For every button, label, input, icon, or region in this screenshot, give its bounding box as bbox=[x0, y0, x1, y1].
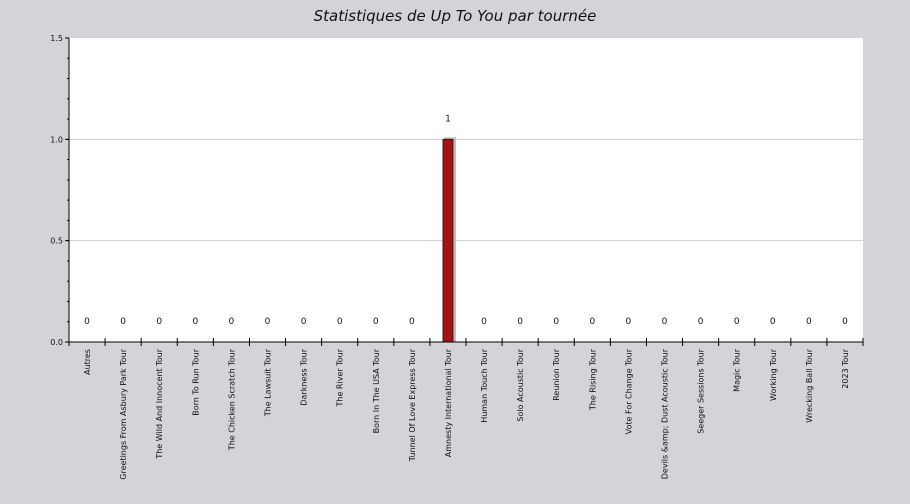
value-label: 0 bbox=[770, 317, 776, 327]
x-tick-label: Solo Acoustic Tour bbox=[516, 348, 525, 421]
value-label: 0 bbox=[229, 317, 235, 327]
value-labels: 0 0 0 0 0 0 0 0 0 0 1 0 0 0 0 0 0 0 0 0 0 0 bbox=[84, 114, 848, 327]
value-label: 0 bbox=[553, 317, 559, 327]
x-tick-label: The Chicken Scratch Tour bbox=[227, 348, 236, 451]
value-label: 0 bbox=[517, 317, 523, 327]
value-label: 0 bbox=[481, 317, 487, 327]
x-tick-label: Seeger Sessions Tour bbox=[697, 348, 706, 433]
y-tick-label: 0.0 bbox=[50, 338, 63, 347]
x-tick-label: The Wild And Innocent Tour bbox=[155, 348, 164, 459]
value-label: 0 bbox=[265, 317, 271, 327]
x-tick-label: Darkness Tour bbox=[300, 348, 309, 405]
x-tick-label: Magic Tour bbox=[733, 348, 742, 392]
x-tick-label: The River Tour bbox=[336, 348, 345, 407]
value-label: 0 bbox=[192, 317, 198, 327]
x-tick-label: Working Tour bbox=[769, 348, 778, 401]
chart-title: Statistiques de Up To You par tournée bbox=[314, 7, 597, 25]
bar bbox=[442, 138, 454, 343]
x-tick-label: Born To Run Tour bbox=[191, 348, 200, 415]
value-label: 0 bbox=[409, 317, 415, 327]
value-label: 0 bbox=[698, 317, 704, 327]
value-label: 0 bbox=[120, 317, 126, 327]
value-label: 0 bbox=[301, 317, 307, 327]
x-tick-label: Vote For Change Tour bbox=[624, 348, 633, 434]
x-tick-labels: Autres Greetings From Asbury Park Tour The… bbox=[83, 348, 850, 479]
value-label: 0 bbox=[84, 317, 90, 327]
x-tick-label: The Lawsuit Tour bbox=[264, 348, 273, 417]
x-tick-label: 2023 Tour bbox=[841, 348, 850, 388]
y-tick-label: 0.5 bbox=[50, 237, 63, 246]
axes bbox=[65, 37, 864, 346]
y-tick-label: 1.0 bbox=[50, 135, 63, 144]
y-tick-label: 1.5 bbox=[50, 34, 63, 43]
x-tick-label: Born In The USA Tour bbox=[372, 348, 381, 433]
value-label: 0 bbox=[662, 317, 668, 327]
value-label: 0 bbox=[734, 317, 740, 327]
y-tick-labels: 0.0 0.5 1.0 1.5 bbox=[50, 34, 63, 347]
value-label: 0 bbox=[626, 317, 632, 327]
x-tick-label: Tunnel Of Love Express Tour bbox=[408, 348, 417, 462]
value-label: 0 bbox=[589, 317, 595, 327]
value-label: 0 bbox=[156, 317, 162, 327]
x-tick-label: Reunion Tour bbox=[552, 348, 561, 400]
x-tick-label: Devils &amp; Dust Acoustic Tour bbox=[661, 348, 670, 479]
value-label: 0 bbox=[842, 317, 848, 327]
x-tick-label: The Rising Tour bbox=[588, 348, 597, 411]
x-tick-label: Wrecking Ball Tour bbox=[805, 348, 814, 422]
x-tick-label: Human Touch Tour bbox=[480, 348, 489, 422]
x-tick-label: Amnesty International Tour bbox=[444, 348, 453, 457]
value-label: 1 bbox=[445, 114, 451, 124]
grid-lines bbox=[69, 138, 863, 242]
value-label: 0 bbox=[337, 317, 343, 327]
bars bbox=[442, 137, 456, 343]
x-tick-label: Autres bbox=[83, 349, 92, 375]
x-tick-label: Greetings From Asbury Park Tour bbox=[119, 348, 128, 479]
plot-area bbox=[69, 38, 863, 342]
value-label: 0 bbox=[373, 317, 379, 327]
value-label: 0 bbox=[806, 317, 812, 327]
